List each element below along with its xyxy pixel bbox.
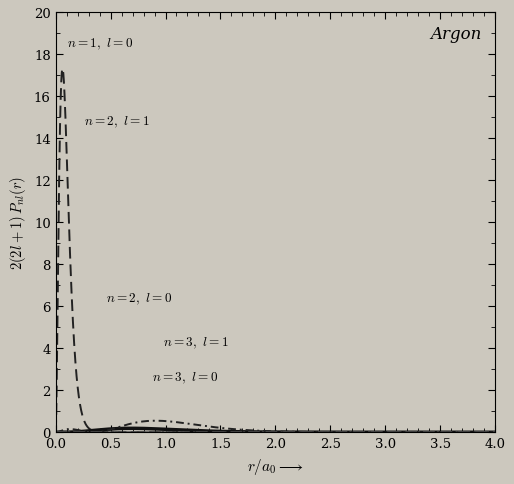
Text: $n = 2,\ l = 1$: $n = 2,\ l = 1$ bbox=[84, 115, 150, 130]
Text: $n = 1,\ l = 0$: $n = 1,\ l = 0$ bbox=[67, 37, 133, 52]
Text: Argon: Argon bbox=[431, 26, 482, 43]
X-axis label: $r/a_0 \longrightarrow$: $r/a_0 \longrightarrow$ bbox=[247, 456, 304, 476]
Text: $n = 3,\ l = 1$: $n = 3,\ l = 1$ bbox=[163, 334, 229, 350]
Text: $n = 3,\ l = 0$: $n = 3,\ l = 0$ bbox=[152, 370, 218, 385]
Text: $n = 2,\ l = 0$: $n = 2,\ l = 0$ bbox=[106, 291, 172, 306]
Y-axis label: $2(2l+1)\,P_{nl}(r)$: $2(2l+1)\,P_{nl}(r)$ bbox=[8, 176, 28, 270]
